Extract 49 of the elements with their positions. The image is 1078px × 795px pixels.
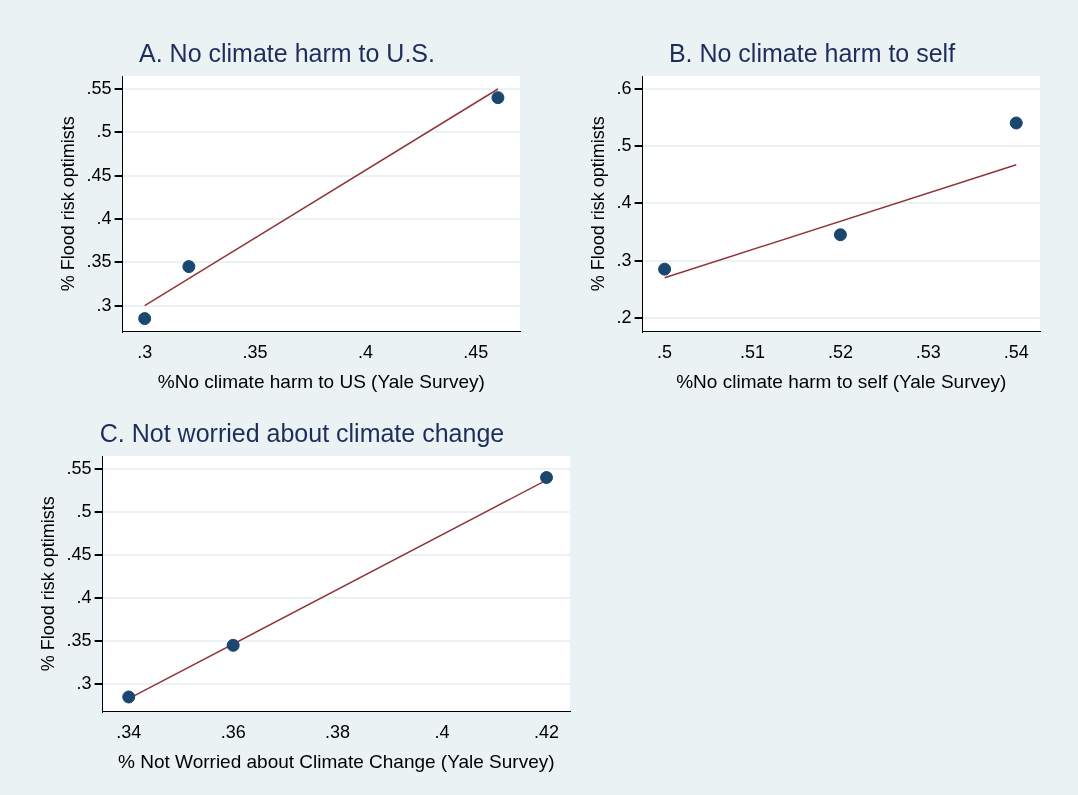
y-tick-label: .55 xyxy=(86,77,112,98)
y-axis-title: % Flood risk optimists xyxy=(37,496,58,672)
y-tick-label: .3 xyxy=(616,249,632,270)
x-tick-label: .4 xyxy=(357,342,373,363)
x-tick-label: .42 xyxy=(533,722,560,743)
y-tick-label: .5 xyxy=(616,134,632,155)
point xyxy=(138,312,152,326)
chart-title: B. No climate harm to self xyxy=(668,38,956,67)
point xyxy=(833,228,847,242)
x-tick-label: .36 xyxy=(220,722,246,743)
chart-title: A. No climate harm to U.S. xyxy=(139,38,435,67)
y-tick-label: .35 xyxy=(66,630,92,650)
y-tick-label: .45 xyxy=(86,164,112,185)
x-tick-label: .4 xyxy=(434,722,450,743)
y-tick-label: .35 xyxy=(86,251,112,272)
x-tick-label: .54 xyxy=(1003,342,1029,363)
x-tick-label: .51 xyxy=(739,342,766,363)
y-tick-label: .5 xyxy=(96,121,112,142)
point xyxy=(491,91,505,105)
x-axis-title: %No climate harm to US (Yale Survey) xyxy=(157,370,485,392)
x-axis-title: %No climate harm to self (Yale Survey) xyxy=(676,370,1007,392)
y-tick-label: .4 xyxy=(96,207,112,228)
chart-title: C. Not worried about climate change xyxy=(99,418,505,447)
point xyxy=(182,260,196,274)
y-axis-title: % Flood risk optimists xyxy=(587,116,608,292)
point xyxy=(1009,116,1023,130)
point xyxy=(226,638,240,652)
x-tick-label: .45 xyxy=(463,342,489,363)
y-tick-label: .4 xyxy=(76,586,92,607)
y-axis-title: % Flood risk optimists xyxy=(57,116,78,292)
x-tick-label: .52 xyxy=(827,342,853,363)
y-tick-label: .4 xyxy=(616,192,632,213)
x-tick-label: .53 xyxy=(915,342,941,363)
point xyxy=(122,690,136,704)
x-tick-label: .3 xyxy=(137,342,153,363)
x-tick-label: .34 xyxy=(116,722,142,743)
point xyxy=(540,471,553,485)
x-tick-label: .35 xyxy=(242,342,268,363)
y-tick-label: .2 xyxy=(616,306,632,327)
x-axis-title: % Not Worried about Climate Change (Yale Survey) xyxy=(118,750,555,772)
y-tick-label: .55 xyxy=(66,457,92,478)
x-tick-label: .5 xyxy=(657,342,673,363)
y-tick-label: .3 xyxy=(76,673,92,694)
point xyxy=(658,262,672,276)
y-tick-label: .6 xyxy=(616,77,632,98)
y-tick-label: .45 xyxy=(66,543,92,564)
x-tick-label: .38 xyxy=(325,722,351,743)
y-tick-label: .5 xyxy=(76,500,92,521)
y-tick-label: .3 xyxy=(96,294,112,315)
